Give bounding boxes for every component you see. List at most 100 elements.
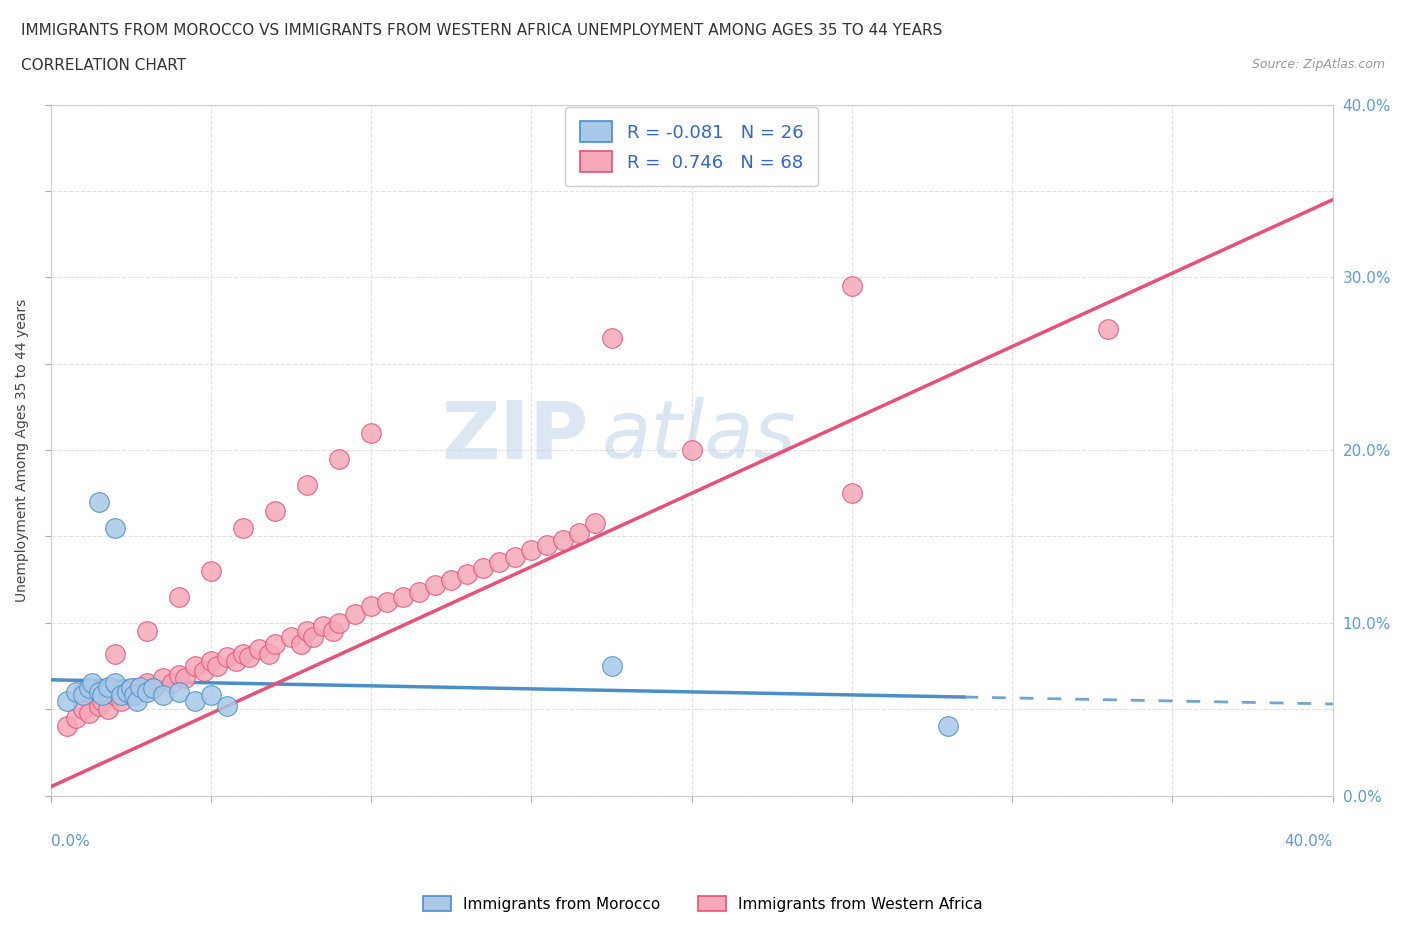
Point xyxy=(152,688,174,703)
Point xyxy=(104,676,127,691)
Point xyxy=(65,684,87,699)
Text: IMMIGRANTS FROM MOROCCO VS IMMIGRANTS FROM WESTERN AFRICA UNEMPLOYMENT AMONG AGE: IMMIGRANTS FROM MOROCCO VS IMMIGRANTS FR… xyxy=(21,23,942,38)
Point xyxy=(90,688,112,703)
Point xyxy=(295,624,318,639)
Point xyxy=(90,693,112,708)
Point xyxy=(440,572,463,587)
Point xyxy=(215,650,238,665)
Text: CORRELATION CHART: CORRELATION CHART xyxy=(21,58,186,73)
Point xyxy=(600,658,623,673)
Point xyxy=(1097,322,1119,337)
Point xyxy=(72,688,94,703)
Point xyxy=(681,443,703,458)
Text: Source: ZipAtlas.com: Source: ZipAtlas.com xyxy=(1251,58,1385,71)
Point xyxy=(392,590,415,604)
Point xyxy=(125,693,148,708)
Point xyxy=(472,560,495,575)
Point xyxy=(97,679,120,694)
Point xyxy=(200,688,222,703)
Text: ZIP: ZIP xyxy=(441,397,589,475)
Point xyxy=(264,636,287,651)
Point xyxy=(200,654,222,669)
Point xyxy=(295,477,318,492)
Point xyxy=(129,684,152,699)
Point xyxy=(77,681,100,696)
Point xyxy=(77,705,100,720)
Point xyxy=(129,679,152,694)
Point xyxy=(232,646,254,661)
Point xyxy=(184,693,207,708)
Text: 40.0%: 40.0% xyxy=(1285,833,1333,848)
Point xyxy=(162,676,184,691)
Point xyxy=(135,684,157,699)
Point xyxy=(97,702,120,717)
Point xyxy=(600,330,623,345)
Point xyxy=(425,578,447,592)
Point xyxy=(568,525,591,540)
Point xyxy=(232,521,254,536)
Point xyxy=(264,503,287,518)
Point xyxy=(167,590,190,604)
Point xyxy=(322,624,344,639)
Point xyxy=(536,538,558,552)
Point xyxy=(215,698,238,713)
Point xyxy=(302,630,325,644)
Point xyxy=(375,594,398,609)
Point xyxy=(184,658,207,673)
Point xyxy=(585,515,607,530)
Point xyxy=(247,642,270,657)
Point xyxy=(408,584,430,599)
Point xyxy=(87,495,110,510)
Point xyxy=(120,681,142,696)
Point xyxy=(104,521,127,536)
Point xyxy=(142,681,165,696)
Legend: Immigrants from Morocco, Immigrants from Western Africa: Immigrants from Morocco, Immigrants from… xyxy=(418,889,988,918)
Point xyxy=(55,693,77,708)
Point xyxy=(488,555,510,570)
Y-axis label: Unemployment Among Ages 35 to 44 years: Unemployment Among Ages 35 to 44 years xyxy=(15,299,30,602)
Point xyxy=(135,624,157,639)
Point xyxy=(505,550,527,565)
Point xyxy=(456,567,478,582)
Point xyxy=(520,543,543,558)
Point xyxy=(55,719,77,734)
Point xyxy=(110,688,132,703)
Point xyxy=(104,688,127,703)
Point xyxy=(200,564,222,578)
Text: atlas: atlas xyxy=(602,397,797,475)
Point xyxy=(193,664,215,679)
Point xyxy=(117,684,139,699)
Point xyxy=(117,684,139,699)
Point xyxy=(110,693,132,708)
Point xyxy=(328,451,350,466)
Point xyxy=(174,671,197,685)
Point xyxy=(104,646,127,661)
Point xyxy=(87,698,110,713)
Point xyxy=(238,650,260,665)
Point xyxy=(87,684,110,699)
Point xyxy=(72,702,94,717)
Point xyxy=(120,688,142,703)
Point xyxy=(122,688,145,703)
Point xyxy=(841,485,863,500)
Point xyxy=(82,676,104,691)
Point xyxy=(72,684,94,699)
Point xyxy=(936,719,959,734)
Point xyxy=(344,606,367,621)
Point xyxy=(328,616,350,631)
Point xyxy=(152,671,174,685)
Point xyxy=(290,636,312,651)
Legend: R = -0.081   N = 26, R =  0.746   N = 68: R = -0.081 N = 26, R = 0.746 N = 68 xyxy=(565,107,818,186)
Point xyxy=(225,654,247,669)
Text: 0.0%: 0.0% xyxy=(51,833,89,848)
Point xyxy=(257,646,280,661)
Point xyxy=(360,425,382,440)
Point xyxy=(205,658,228,673)
Point xyxy=(280,630,302,644)
Point xyxy=(65,711,87,725)
Point xyxy=(841,279,863,294)
Point xyxy=(312,618,335,633)
Point xyxy=(135,676,157,691)
Point xyxy=(167,684,190,699)
Point xyxy=(360,598,382,613)
